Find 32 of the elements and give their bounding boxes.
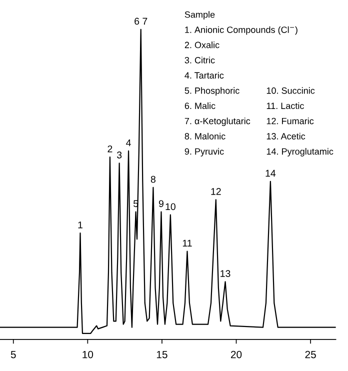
x-tick-label: 10 bbox=[82, 350, 94, 358]
annotation: 8 bbox=[150, 176, 156, 183]
x-tick-label: 25 bbox=[305, 350, 316, 358]
annotation: 7. α-Ketoglutaric bbox=[184, 118, 250, 126]
annotation: 6 7 bbox=[134, 18, 148, 25]
annotation: 10. Succinic bbox=[266, 87, 315, 94]
annotation: 12 bbox=[211, 188, 221, 195]
x-tick-label: 5 bbox=[10, 350, 16, 358]
annotation: 3. Citric bbox=[184, 56, 215, 64]
text: Sample bbox=[184, 11, 215, 20]
annotation: 9 bbox=[158, 200, 164, 208]
annotation: 8. Malonic bbox=[184, 132, 226, 140]
annotation: 13. Acetic bbox=[266, 132, 306, 140]
x-tick-label: 20 bbox=[230, 350, 242, 358]
annotation: 2. Oxalic bbox=[184, 42, 220, 48]
annotation: 3 bbox=[116, 152, 122, 158]
x-tick-label: 15 bbox=[156, 350, 168, 358]
annotation: 6. Malic bbox=[184, 102, 216, 110]
annotation: 2 bbox=[108, 145, 112, 152]
annotation: 14 bbox=[266, 170, 276, 177]
annotation: 13 bbox=[220, 270, 230, 278]
annotation: 10 bbox=[166, 203, 176, 210]
annotation: 11 bbox=[182, 240, 192, 247]
annotation: 4. Tartaric bbox=[184, 72, 224, 79]
annotation: 5. Phosphoric bbox=[184, 87, 240, 96]
annotation: 9. Pyruvic bbox=[184, 148, 224, 156]
annotation: 14. Pyroglutamic bbox=[266, 148, 334, 156]
annotation: 11. Lactic bbox=[266, 102, 304, 110]
annotation: 4 bbox=[126, 139, 131, 146]
annotation: 12. Fumaric bbox=[266, 118, 314, 124]
annotation: 1. Anionic Compounds (Cl$^{−}$) bbox=[185, 26, 298, 35]
annotation: 1 bbox=[78, 222, 82, 228]
